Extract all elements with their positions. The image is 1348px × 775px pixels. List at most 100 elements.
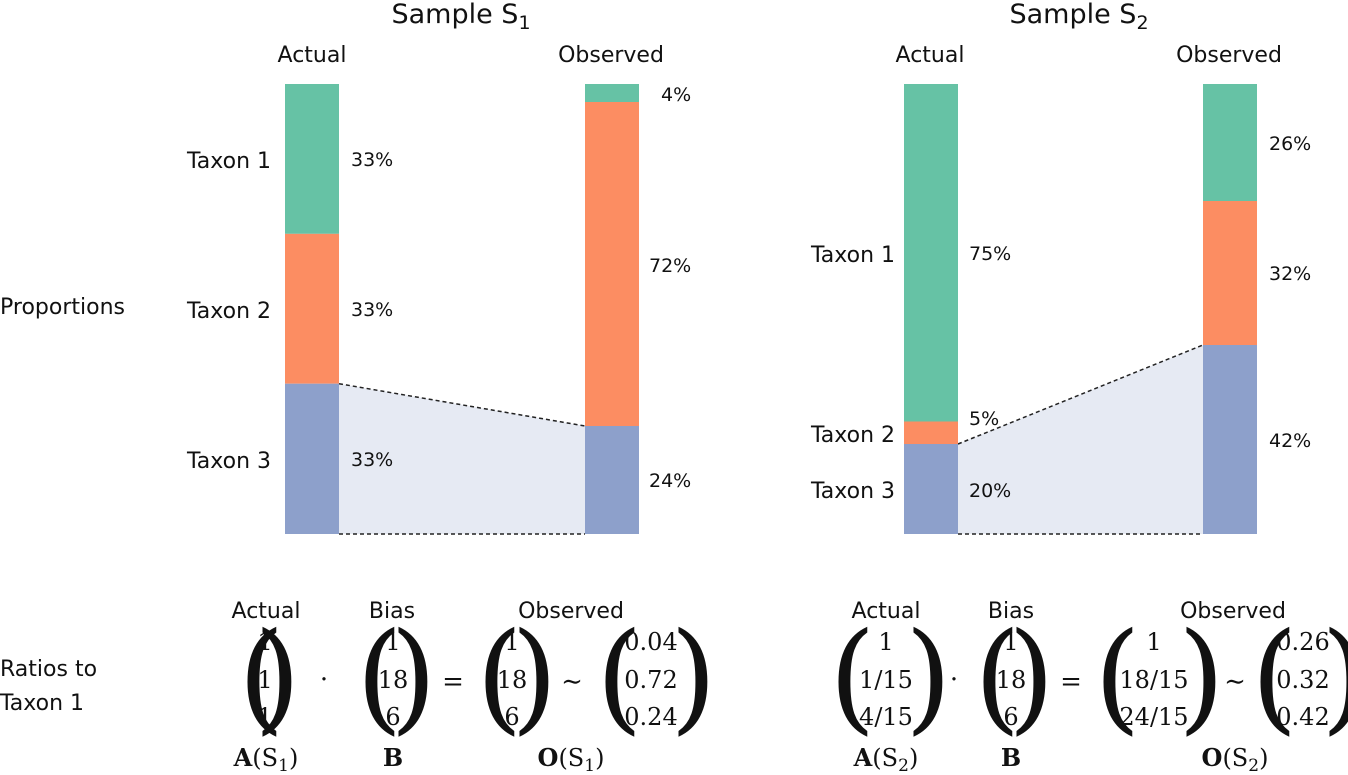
eq2-norm-value-3: 0.42 xyxy=(1276,703,1329,731)
sample-1-observed-taxon3-bar xyxy=(585,426,639,534)
eq1-actual-header: Actual xyxy=(232,599,301,624)
eq1-label-A: A(S1) xyxy=(233,743,299,775)
sample-1-observed-header: Observed xyxy=(558,43,664,68)
eq2-observed-value-1: 1 xyxy=(1146,628,1161,656)
sample-2-actual-taxon1-bar xyxy=(904,84,958,422)
eq1-bias-left-paren: ( xyxy=(356,608,403,747)
eq1-observed-value-1: 1 xyxy=(504,628,519,656)
sample-1-observed-taxon2-bar xyxy=(585,102,639,426)
sample-2-observed-taxon3-pct: 42% xyxy=(1269,430,1311,452)
eq1-bias-value-1: 1 xyxy=(385,628,400,656)
sample-1-actual-taxon1-bar xyxy=(285,84,339,234)
sample-2-observed-taxon2-pct: 32% xyxy=(1269,263,1311,285)
eq2-norm-right-paren: ) xyxy=(1321,608,1348,747)
sample-2-actual-taxon2-bar xyxy=(904,421,958,444)
sample-1-taxon3-connector xyxy=(339,383,585,534)
sample-2-actual-taxon2-pct: 5% xyxy=(969,408,999,430)
sample-1-actual-taxon3-pct: 33% xyxy=(351,449,393,471)
eq1-norm-value-1: 0.04 xyxy=(624,628,677,656)
eq1-equals-operator: = xyxy=(442,667,464,697)
row-label-ratios-line1: Ratios to xyxy=(0,657,97,682)
eq2-observed-value-3: 24/15 xyxy=(1119,703,1188,731)
sample-1-observed-taxon1-pct: 4% xyxy=(661,84,691,106)
sample-2-observed-taxon3-bar xyxy=(1203,345,1257,534)
eq2-approx-operator: ∼ xyxy=(1224,667,1246,697)
sample-2-observed-taxon1-bar xyxy=(1203,84,1257,201)
sample-2-connector-top-line xyxy=(957,344,1204,445)
eq2-actual-value-2: 1/15 xyxy=(859,666,913,694)
sample-2-actual-taxon1-pct: 75% xyxy=(969,243,1011,265)
sample-1-actual-header: Actual xyxy=(278,43,347,68)
eq1-actual-value-2: 1 xyxy=(257,666,272,694)
eq2-label-O: O(S2) xyxy=(1202,743,1269,775)
eq2-equals-operator: = xyxy=(1060,667,1082,697)
row-label-proportions: Proportions xyxy=(0,295,125,320)
eq2-bias-value-1: 1 xyxy=(1003,628,1018,656)
sample-1-taxon3-label: Taxon 3 xyxy=(186,449,271,474)
eq1-norm-right-paren: ) xyxy=(670,608,717,747)
sample-1-actual-taxon3-bar xyxy=(285,383,339,534)
eq1-label-O: O(S1) xyxy=(538,743,605,775)
eq1-approx-operator: ∼ xyxy=(561,667,583,697)
eq2-bias-header: Bias xyxy=(988,599,1034,624)
eq1-actual-value-3: 1 xyxy=(257,703,272,731)
sample-1-observed-taxon3-pct: 24% xyxy=(649,470,691,492)
sample-2-title: Sample S2 xyxy=(1009,0,1148,34)
eq2-norm-value-1: 0.26 xyxy=(1276,628,1329,656)
sample-1-actual-taxon2-bar xyxy=(285,233,339,384)
eq1-actual-left-paren: ( xyxy=(238,608,285,747)
eq2-observed-value-2: 18/15 xyxy=(1119,666,1188,694)
sample-1-title: Sample S1 xyxy=(391,0,530,34)
sample-2-actual-taxon3-bar xyxy=(904,444,958,534)
eq2-actual-header: Actual xyxy=(852,599,921,624)
eq2-bias-right-paren: ) xyxy=(1008,608,1055,747)
sample-2-taxon2-label: Taxon 2 xyxy=(810,423,895,448)
eq1-observed-left-paren: ( xyxy=(476,608,523,747)
eq2-bias-value-3: 6 xyxy=(1003,703,1018,731)
eq2-norm-value-2: 0.32 xyxy=(1276,666,1329,694)
eq2-observed-right-paren: ) xyxy=(1178,608,1225,747)
eq1-dot-operator: · xyxy=(320,665,328,695)
sample-2-observed-taxon2-bar xyxy=(1203,201,1257,345)
row-label-ratios-line2: Taxon 1 xyxy=(0,691,84,716)
eq2-dot-operator: · xyxy=(950,665,958,695)
eq1-bias-value-3: 6 xyxy=(385,703,400,731)
eq1-observed-value-2: 18 xyxy=(497,666,528,694)
eq2-actual-left-paren: ( xyxy=(829,608,876,747)
sample-2-taxon3-label: Taxon 3 xyxy=(810,479,895,504)
sample-1-observed-taxon2-pct: 72% xyxy=(649,255,691,277)
eq1-norm-value-3: 0.24 xyxy=(624,703,677,731)
eq1-bias-header: Bias xyxy=(369,599,415,624)
eq2-bias-value-2: 18 xyxy=(996,666,1027,694)
eq1-label-B: B xyxy=(383,743,403,772)
eq1-bias-right-paren: ) xyxy=(390,608,437,747)
eq1-actual-right-paren: ) xyxy=(254,608,301,747)
sample-1-equation: Actual Bias Observed ( ) 1 1 1 · ( ) 1 1… xyxy=(232,599,717,775)
sample-1-panel: Sample S1 Actual Observed Taxon 1 Taxon … xyxy=(186,0,691,535)
eq1-norm-left-paren: ( xyxy=(596,608,643,747)
sample-1-actual-taxon1-pct: 33% xyxy=(351,149,393,171)
eq1-norm-value-2: 0.72 xyxy=(624,666,677,694)
eq1-bias-value-2: 18 xyxy=(378,666,409,694)
eq2-norm-left-paren: ( xyxy=(1251,608,1298,747)
eq1-observed-header: Observed xyxy=(518,599,624,624)
sample-2-observed-taxon1-pct: 26% xyxy=(1269,133,1311,155)
sample-1-observed-taxon1-bar xyxy=(585,84,639,102)
eq2-label-A: A(S2) xyxy=(853,743,919,775)
eq1-actual-value-1: 1 xyxy=(257,628,272,656)
eq2-label-B: B xyxy=(1001,743,1021,772)
eq2-actual-right-paren: ) xyxy=(905,608,952,747)
sample-1-taxon1-label: Taxon 1 xyxy=(186,149,271,174)
eq2-actual-value-1: 1 xyxy=(878,628,893,656)
sample-2-panel: Sample S2 Actual Observed Taxon 1 Taxon … xyxy=(810,0,1311,535)
eq1-observed-value-3: 6 xyxy=(504,703,519,731)
eq2-observed-left-paren: ( xyxy=(1094,608,1141,747)
sample-1-actual-taxon2-pct: 33% xyxy=(351,299,393,321)
eq2-bias-left-paren: ( xyxy=(974,608,1021,747)
sample-2-observed-header: Observed xyxy=(1176,43,1282,68)
sample-2-equation: Actual Bias Observed ( ) 1 1/15 4/15 · (… xyxy=(829,599,1348,775)
eq2-observed-header: Observed xyxy=(1180,599,1286,624)
eq2-actual-value-3: 4/15 xyxy=(859,703,913,731)
